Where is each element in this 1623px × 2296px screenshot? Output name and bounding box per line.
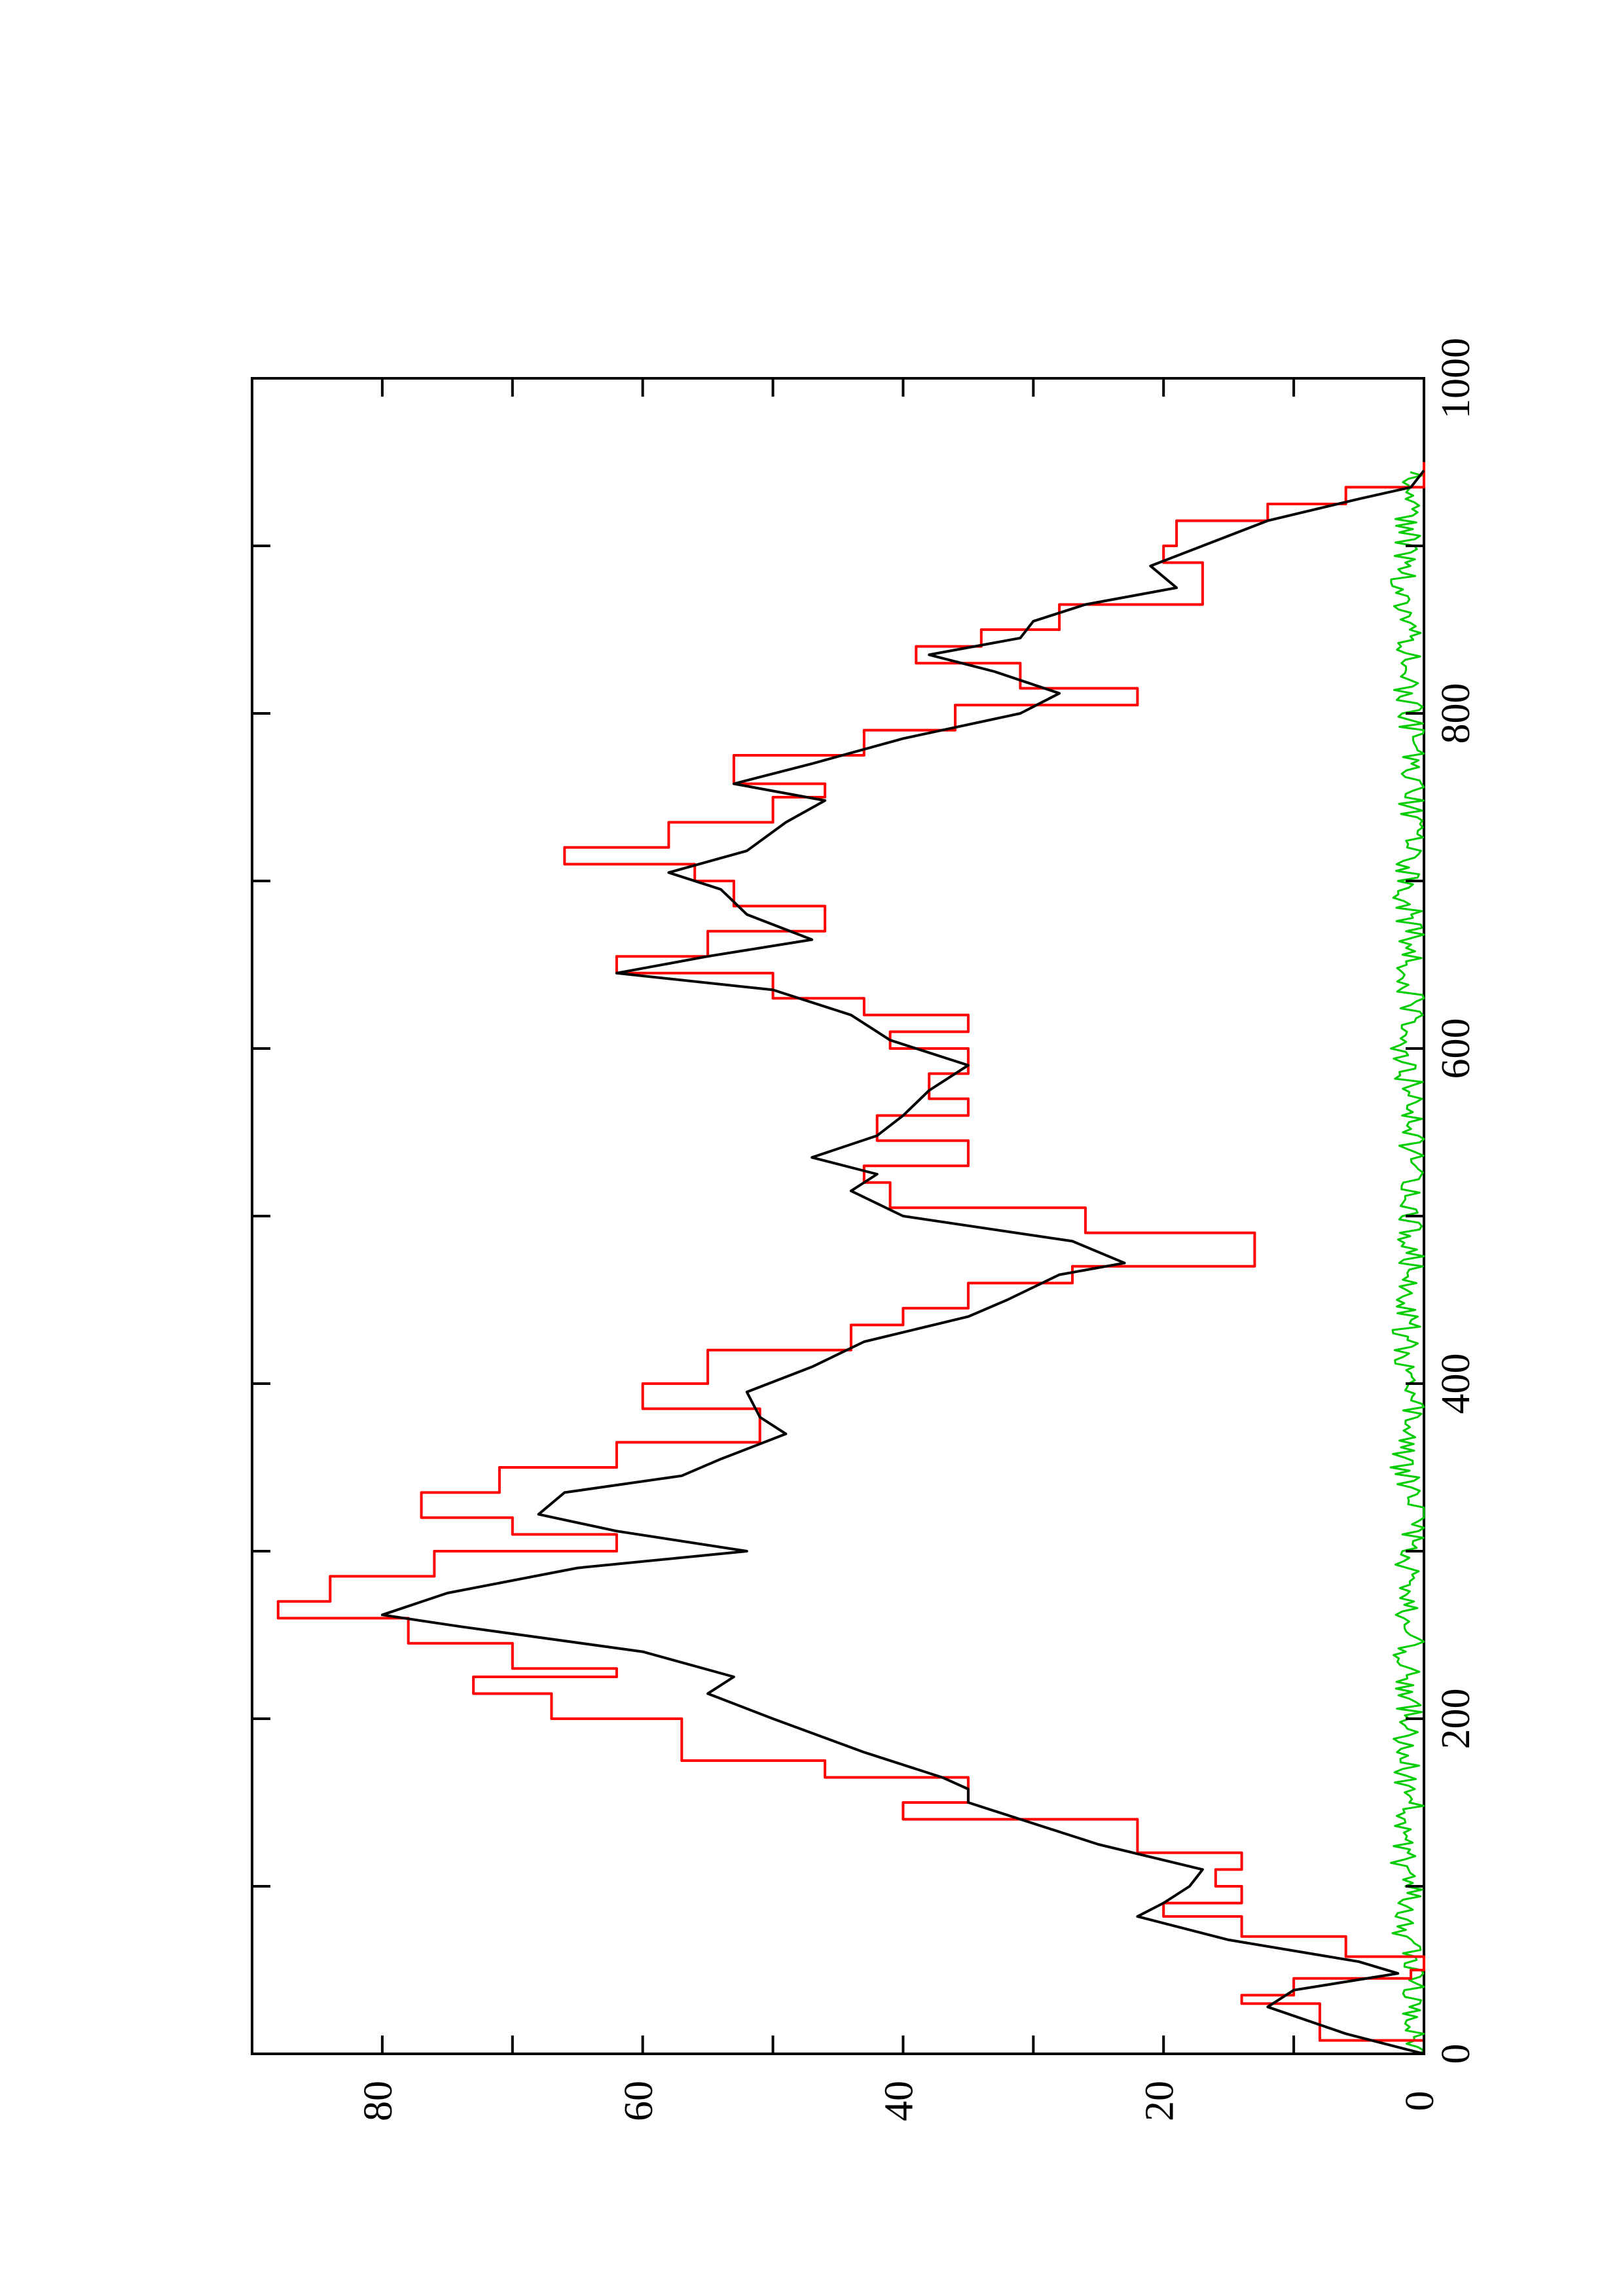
y-tick-label: 20 bbox=[1137, 2081, 1182, 2121]
y-tick-label: 60 bbox=[617, 2081, 661, 2121]
y-tick-label: 40 bbox=[877, 2081, 922, 2121]
x-tick-label: 200 bbox=[1434, 1689, 1478, 1749]
plot-frame bbox=[251, 377, 1425, 2055]
y-tick-label: 0 bbox=[1398, 2091, 1442, 2111]
y-tick-label: 80 bbox=[356, 2081, 401, 2121]
series-layer bbox=[276, 462, 1425, 2055]
x-tick-label: 0 bbox=[1434, 2044, 1478, 2064]
label-layer: 0 200 400 600 800 1000 0 20 40 60 80 bbox=[356, 338, 1478, 2121]
x-tick-label: 800 bbox=[1434, 683, 1478, 744]
x-tick-label: 600 bbox=[1434, 1018, 1478, 1079]
x-tick-label: 1000 bbox=[1434, 338, 1478, 419]
series-line-2 bbox=[1389, 471, 1425, 2055]
series-line-1 bbox=[380, 469, 1425, 2055]
series-line-0 bbox=[276, 462, 1425, 2054]
tick-layer bbox=[251, 377, 1425, 2055]
x-tick-label: 400 bbox=[1434, 1354, 1478, 1414]
